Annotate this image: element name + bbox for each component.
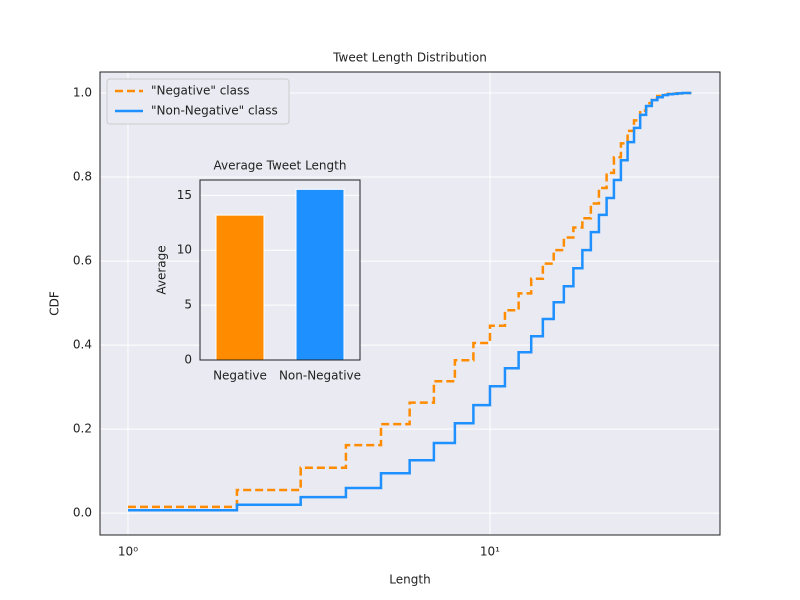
legend-label: "Negative" class [151, 84, 250, 98]
y-tick-label: 0.4 [73, 338, 92, 352]
x-axis-label: Length [389, 573, 430, 587]
cdf-line [127, 91, 692, 512]
y-axis-label: Average [155, 245, 169, 294]
y-axis-label: CDF [48, 291, 62, 316]
y-tick-label: 0.0 [73, 506, 92, 520]
y-tick-label: 0.2 [73, 422, 92, 436]
x-tick-label: 10⁰ [118, 545, 138, 559]
inset-title: Average Tweet Length [214, 159, 347, 173]
plot-frame [99, 71, 721, 536]
y-tick-label: 0 [184, 353, 192, 367]
bar [295, 188, 345, 361]
bar [215, 214, 265, 361]
x-tick-label: Negative [213, 369, 267, 383]
legend-box [106, 78, 290, 125]
y-tick-label: 0.6 [73, 254, 92, 268]
y-tick-label: 15 [177, 188, 192, 202]
y-tick-label: 10 [177, 243, 192, 257]
inset-frame [199, 179, 361, 361]
chart-title: Tweet Length Distribution [332, 51, 487, 65]
legend-label: "Non-Negative" class [151, 104, 278, 118]
y-tick-label: 5 [184, 298, 192, 312]
x-tick-label: Non-Negative [279, 369, 361, 383]
y-tick-label: 1.0 [73, 86, 92, 100]
y-tick-label: 0.8 [73, 170, 92, 184]
x-tick-label: 10¹ [480, 545, 500, 559]
